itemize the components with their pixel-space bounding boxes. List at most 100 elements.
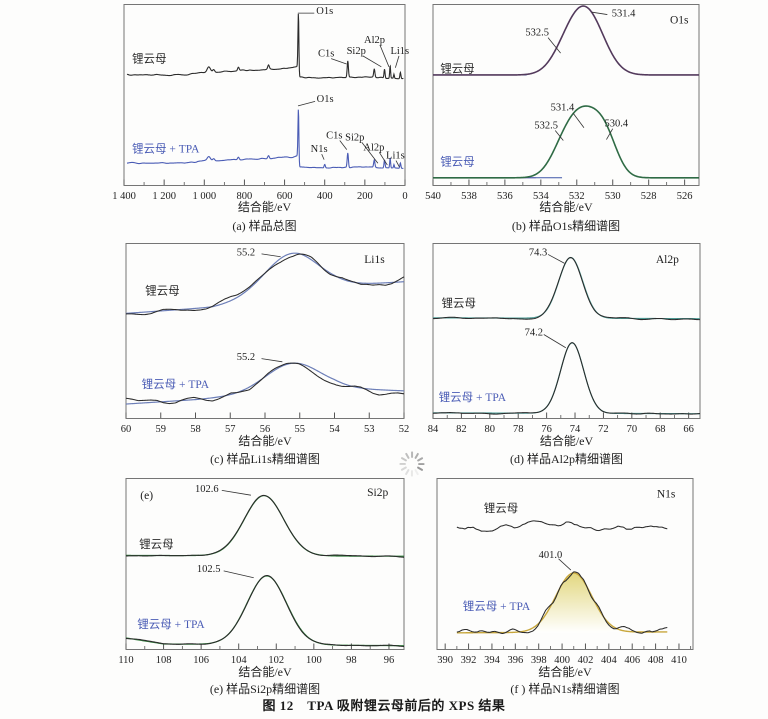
x-tick-label: 100	[306, 655, 322, 666]
noise-trace-curve	[432, 257, 701, 321]
sample-label: 锂云母 + TPA	[142, 377, 210, 391]
peak-label: Li1s	[386, 151, 405, 162]
x-tick-label: 102	[268, 655, 284, 666]
spinner-segment	[399, 462, 406, 465]
peak-label: O1s	[317, 94, 334, 105]
x-tick-label: 400	[317, 191, 333, 202]
leader-line	[297, 100, 316, 107]
plot-o1s: 540 538 536 534 532 530 528 526 532.5 531.4 锂云母 531…	[425, 4, 700, 202]
panel-caption: (b) 样品O1s精细谱图	[511, 219, 621, 233]
sample-label: 锂云母	[139, 537, 174, 551]
x-axis-label: 结合能/eV	[538, 665, 592, 679]
x-tick-label: 526	[677, 191, 693, 202]
envelope-curve	[125, 252, 405, 314]
peak-label: N1s	[311, 144, 328, 155]
sample-label: 锂云母 + TPA	[439, 390, 507, 404]
leader-line	[321, 153, 325, 160]
x-tick-label: 394	[484, 655, 501, 666]
noise-trace-curve	[125, 253, 405, 316]
x-tick-label: 72	[598, 424, 609, 435]
x-tick-label: 410	[671, 655, 687, 666]
panel-caption: (d) 样品Al2p精细谱图	[510, 452, 623, 466]
spinner-segment	[400, 457, 407, 462]
x-tick-label: 800	[237, 191, 253, 202]
peak-label: 532.5	[525, 28, 549, 39]
sample-label: 锂云母	[145, 284, 180, 298]
x-axis-label: 结合能/eV	[238, 665, 292, 679]
leader-line	[394, 55, 400, 68]
leader-line	[591, 11, 608, 15]
panel-caption: (c) 样品Li1s精细谱图	[210, 452, 320, 466]
sample-label: 锂云母	[132, 52, 167, 66]
survey-trace-curve	[126, 13, 404, 80]
x-tick-label: 404	[601, 655, 618, 666]
x-tick-label: 398	[531, 655, 547, 666]
x-tick-label: 530	[605, 191, 621, 202]
noise-trace-curve	[456, 571, 668, 635]
x-tick-label: 104	[231, 655, 248, 666]
x-tick-label: 70	[627, 424, 638, 435]
x-axis-label: 结合能/eV	[539, 200, 593, 214]
leader-line	[547, 37, 561, 54]
x-tick-label: 55	[295, 424, 306, 435]
leader-line	[223, 570, 254, 579]
noise-trace-curve	[125, 362, 405, 405]
x-tick-label: 74	[570, 424, 581, 435]
x-axis-label: 结合能/eV	[237, 200, 292, 214]
corner-element-label: Al2p	[656, 254, 679, 266]
leader-line	[572, 112, 585, 128]
leader-line	[361, 142, 379, 164]
peak-label: 531.4	[612, 9, 636, 20]
leader-line	[261, 358, 283, 363]
leader-line	[339, 140, 348, 150]
x-tick-label: 82	[456, 424, 467, 435]
spinner-segment	[414, 469, 419, 476]
peak-label: Al2p	[364, 35, 385, 46]
x-tick-label: 538	[461, 191, 477, 202]
leader-line	[558, 558, 572, 571]
leader-line	[554, 130, 564, 141]
noise-trace-curve	[125, 574, 405, 648]
noise-trace-curve	[125, 494, 405, 558]
leader-line	[606, 128, 614, 140]
x-tick-label: 84	[428, 424, 439, 435]
envelope-curve	[433, 5, 699, 76]
x-tick-label: 540	[425, 191, 441, 202]
x-axis-label: 结合能/eV	[238, 434, 292, 448]
noise-trace-curve	[432, 342, 701, 415]
x-tick-label: 532	[569, 191, 585, 202]
panel-a: 1 400 1 200 1 000 800 600 400 200 0 O1s C1s Si2p Al…	[94, 4, 435, 236]
x-tick-label: 52	[399, 424, 410, 435]
axis-box	[436, 478, 694, 650]
leader-line	[547, 254, 565, 264]
plot-si2p: 110 108 106 104 102 100 98 96 102.6 锂云母 102.5 锂云母 +…	[118, 478, 405, 666]
x-tick-label: 1 400	[112, 191, 136, 202]
peak-label: 532.5	[534, 121, 558, 132]
figure-caption: 图 12 TPA 吸附锂云母前后的 XPS 结果	[262, 698, 506, 713]
peak-label: Si2p	[345, 132, 364, 143]
axis-box	[125, 478, 405, 650]
x-tick-label: 59	[156, 424, 167, 435]
peak-label: Si2p	[347, 46, 366, 57]
x-tick-label: 536	[497, 191, 513, 202]
x-tick-label: 54	[329, 424, 340, 435]
component-fill	[508, 572, 639, 633]
peak-label: Li1s	[390, 46, 409, 57]
sample-label: 锂云母	[484, 501, 519, 515]
peak-label: 74.3	[529, 247, 547, 258]
corner-element-label: Li1s	[364, 254, 385, 266]
peak-label: 401.0	[539, 550, 563, 561]
sample-label: 锂云母 + TPA	[132, 142, 200, 156]
peak-label: 531.4	[551, 102, 575, 113]
peak-label: 55.2	[237, 247, 255, 258]
corner-element-label: N1s	[657, 488, 676, 500]
leader-line	[395, 160, 400, 168]
panel-inner-label: (e)	[140, 490, 153, 502]
plot-li1s: 60 59 58 57 56 55 54 53 52 55.2 锂云母 55.2 锂云母 + TPA Li…	[121, 243, 410, 435]
peak-label: 55.2	[237, 352, 255, 363]
panel-caption: (e) 样品Si2p精细谱图	[209, 682, 321, 696]
sample-label: 锂云母	[440, 62, 475, 76]
x-tick-label: 402	[578, 655, 594, 666]
